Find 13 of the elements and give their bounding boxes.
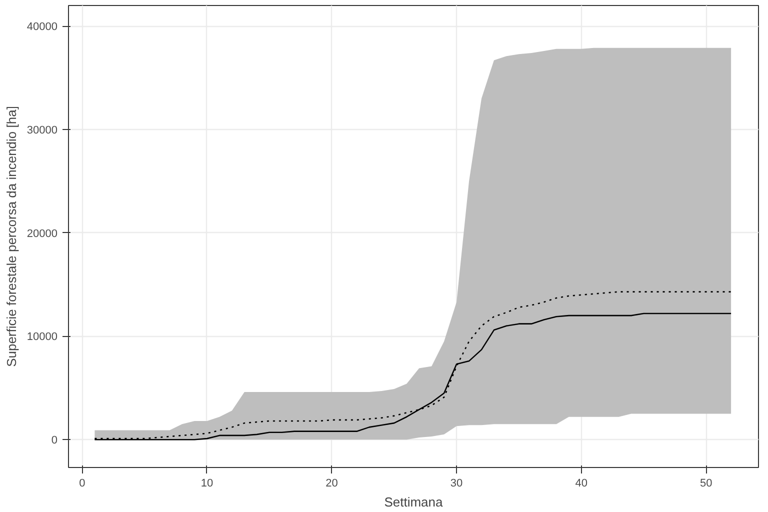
x-tick-label: 10	[200, 478, 214, 490]
x-tick-label: 30	[450, 478, 463, 490]
y-tick-label: 20000	[26, 228, 58, 240]
x-tick-label: 50	[700, 478, 712, 490]
x-tick-label: 20	[326, 478, 338, 490]
y-tick-label: 10000	[26, 331, 58, 344]
x-axis-title: Settimana	[384, 494, 444, 510]
y-axis-title: Superficie forestale percorsa da incendio [ha]	[4, 106, 19, 367]
y-tick-label: 40000	[26, 21, 58, 34]
x-tick-label: 40	[575, 478, 588, 490]
y-tick-label: 0	[51, 434, 58, 447]
y-tick-label: 30000	[26, 124, 58, 137]
x-tick-label: 0	[79, 478, 86, 490]
